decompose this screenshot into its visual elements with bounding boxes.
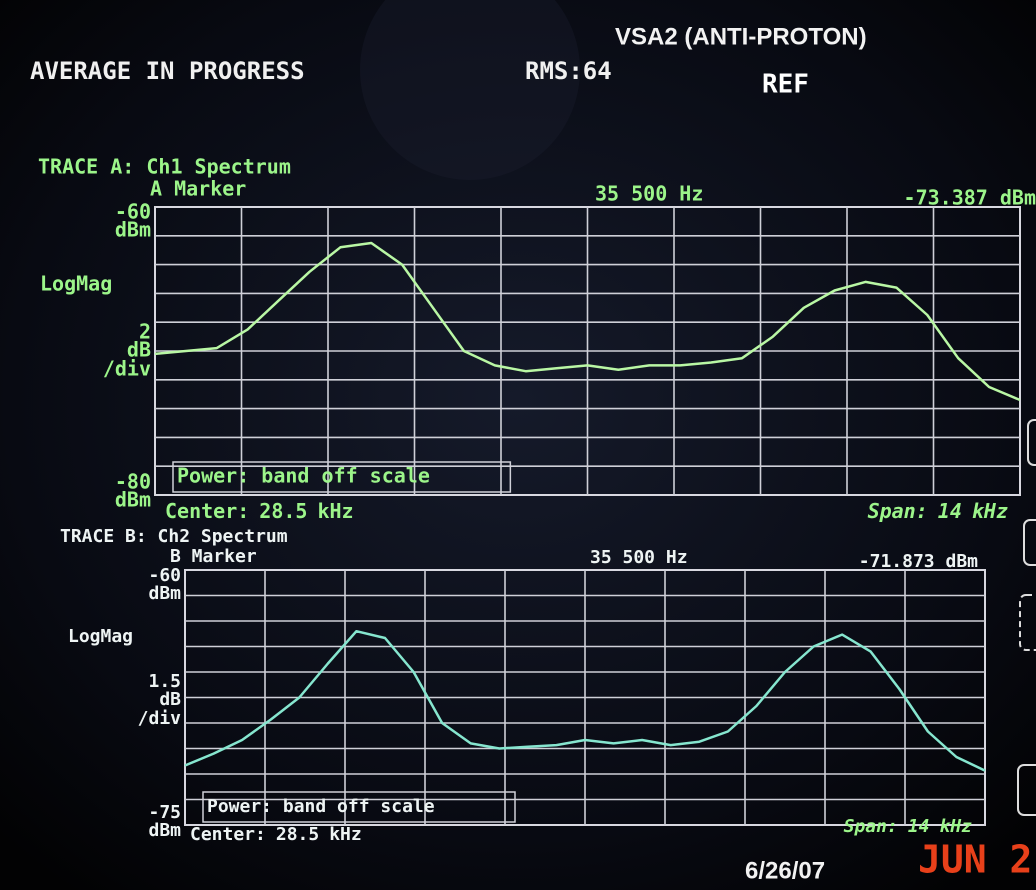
trace-title: TRACE B: Ch2 Spectrum — [60, 526, 288, 547]
scale-value: 1.5 — [148, 671, 181, 692]
average-count: RMS:64 — [525, 57, 612, 85]
scale-unit: dB — [159, 689, 181, 710]
center-part: kHz — [329, 824, 362, 845]
center-part: 28.5 — [259, 499, 307, 523]
format-label: LogMag — [40, 272, 112, 296]
y-unit: dBm — [148, 820, 181, 841]
marker-label: B Marker — [170, 546, 257, 567]
span-part: kHz — [972, 499, 1008, 523]
status: AVERAGE IN PROGRESS — [30, 57, 305, 85]
marker-frequency: 35 500 Hz — [595, 182, 703, 206]
photo-date: 6/26/07 — [745, 857, 825, 884]
format-label: LogMag — [68, 626, 133, 647]
y-tick-label: -60 — [115, 200, 151, 224]
softkey — [1023, 519, 1036, 566]
center-label: Center: 28.5 kHz — [190, 824, 362, 845]
span-part: Span: — [868, 499, 928, 523]
span-part: 14 — [908, 816, 930, 837]
scale-suffix: /div — [138, 708, 182, 729]
y-tick-label: -80 — [115, 470, 151, 494]
scale-value: 2 — [139, 320, 151, 344]
span-label: Span: 14 kHz — [844, 816, 973, 837]
span-part: 14 — [938, 499, 962, 523]
center-part: kHz — [317, 499, 353, 523]
center-part: 28.5 — [276, 824, 319, 845]
trace-line — [154, 241, 1021, 402]
center-label: Center: 28.5 kHz — [165, 499, 354, 523]
annotation-box — [202, 791, 516, 823]
marker-label: A Marker — [150, 177, 246, 201]
annotation-box — [172, 461, 512, 493]
span-label: Span: 14 kHz — [868, 499, 1008, 523]
marker-frequency: 35 500 Hz — [590, 547, 688, 568]
y-unit: dBm — [115, 488, 151, 512]
trace-title: TRACE A: Ch1 Spectrum — [38, 155, 291, 179]
softkey — [1017, 764, 1036, 816]
date-stamp: JUN 2 — [918, 838, 1032, 882]
ref-label: REF — [762, 70, 809, 100]
scale-suffix: /div — [103, 357, 151, 381]
span-part: Span: — [844, 816, 898, 837]
marker-value: -71.873 dBm — [859, 551, 978, 572]
instrument-label: VSA2 (ANTI-PROTON) — [615, 23, 867, 50]
marker-value: -73.387 dBm — [904, 186, 1036, 210]
y-unit: dBm — [115, 218, 151, 242]
center-part: Center: — [165, 499, 249, 523]
trace-line — [184, 629, 986, 772]
center-part: Center: — [190, 824, 266, 845]
span-part: kHz — [939, 816, 972, 837]
scale-unit: dB — [127, 338, 151, 362]
y-tick-label: -60 — [148, 565, 181, 586]
y-tick-label: -75 — [148, 802, 181, 823]
annotation: Power: band off scale — [177, 464, 430, 488]
y-unit: dBm — [148, 583, 181, 604]
softkey — [1019, 594, 1036, 651]
reflection — [360, 0, 580, 180]
softkey — [1027, 419, 1036, 466]
annotation: Power: band off scale — [207, 796, 435, 817]
